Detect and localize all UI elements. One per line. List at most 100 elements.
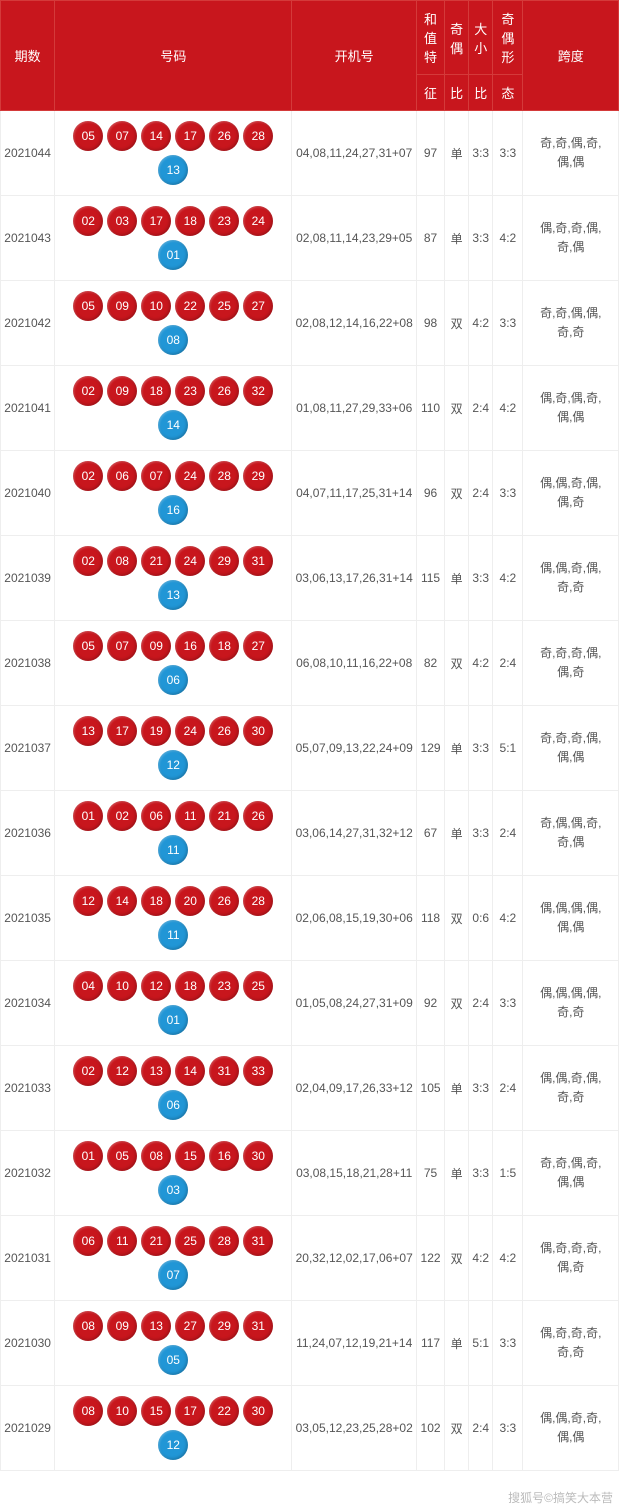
table-row: 20210430203171823240102,08,11,14,23,29+0… — [1, 196, 619, 281]
cell-machine: 05,07,09,13,22,24+09 — [292, 706, 417, 791]
red-ball: 09 — [107, 1311, 137, 1341]
cell-period: 2021035 — [1, 876, 55, 961]
red-ball: 26 — [209, 886, 239, 916]
cell-sum: 98 — [416, 281, 444, 366]
red-ball: 02 — [73, 206, 103, 236]
table-row: 20210340410121823250101,05,08,24,27,31+0… — [1, 961, 619, 1046]
table-row: 20210410209182326321401,08,11,27,29,33+0… — [1, 366, 619, 451]
red-ball: 13 — [141, 1311, 171, 1341]
table-row: 20210371317192426301205,07,09,13,22,24+0… — [1, 706, 619, 791]
cell-oe: 双 — [445, 1386, 469, 1471]
cell-oe: 双 — [445, 281, 469, 366]
blue-ball: 03 — [158, 1175, 188, 1205]
cell-numbers: 02121314313306 — [55, 1046, 292, 1131]
hdr-numbers: 号码 — [55, 1, 292, 111]
red-ball: 06 — [107, 461, 137, 491]
cell-period: 2021034 — [1, 961, 55, 1046]
red-ball: 07 — [107, 631, 137, 661]
table-header: 期数 号码 开机号 和值特 奇偶 大小 奇偶形 跨度 征 比 比 态 — [1, 1, 619, 111]
cell-period: 2021031 — [1, 1216, 55, 1301]
red-ball: 27 — [243, 291, 273, 321]
red-ball: 22 — [175, 291, 205, 321]
red-ball: 06 — [73, 1226, 103, 1256]
red-ball: 08 — [73, 1311, 103, 1341]
cell-period: 2021030 — [1, 1301, 55, 1386]
cell-oer: 3:3 — [469, 791, 493, 876]
cell-oe: 双 — [445, 1216, 469, 1301]
red-ball: 28 — [243, 886, 273, 916]
cell-oer: 3:3 — [469, 706, 493, 791]
red-ball: 16 — [209, 1141, 239, 1171]
red-ball: 23 — [175, 376, 205, 406]
cell-oer: 3:3 — [469, 1131, 493, 1216]
cell-span: 奇,奇,偶,偶,奇,奇 — [523, 281, 619, 366]
cell-oer: 2:4 — [469, 366, 493, 451]
blue-ball: 05 — [158, 1345, 188, 1375]
red-ball: 29 — [243, 461, 273, 491]
red-ball: 31 — [209, 1056, 239, 1086]
cell-oe: 双 — [445, 961, 469, 1046]
cell-period: 2021038 — [1, 621, 55, 706]
cell-span: 偶,奇,奇,偶,奇,偶 — [523, 196, 619, 281]
cell-oer: 2:4 — [469, 451, 493, 536]
red-ball: 31 — [243, 1226, 273, 1256]
cell-bs: 4:2 — [493, 196, 523, 281]
red-ball: 15 — [141, 1396, 171, 1426]
cell-numbers: 08091327293105 — [55, 1301, 292, 1386]
cell-sum: 67 — [416, 791, 444, 876]
red-ball: 18 — [141, 886, 171, 916]
red-ball: 12 — [73, 886, 103, 916]
cell-bs: 4:2 — [493, 536, 523, 621]
cell-span: 奇,偶,偶,奇,奇,偶 — [523, 791, 619, 876]
red-ball: 07 — [107, 121, 137, 151]
cell-oer: 3:3 — [469, 536, 493, 621]
red-ball: 20 — [175, 886, 205, 916]
cell-bs: 3:3 — [493, 961, 523, 1046]
table-row: 20210380507091618270606,08,10,11,16,22+0… — [1, 621, 619, 706]
red-ball: 10 — [107, 971, 137, 1001]
cell-numbers: 05091022252708 — [55, 281, 292, 366]
cell-oe: 单 — [445, 791, 469, 876]
cell-numbers: 05070916182706 — [55, 621, 292, 706]
cell-span: 偶,偶,偶,偶,奇,奇 — [523, 961, 619, 1046]
cell-machine: 02,04,09,17,26,33+12 — [292, 1046, 417, 1131]
cell-period: 2021032 — [1, 1131, 55, 1216]
red-ball: 23 — [209, 971, 239, 1001]
cell-numbers: 01050815163003 — [55, 1131, 292, 1216]
red-ball: 29 — [209, 546, 239, 576]
cell-period: 2021043 — [1, 196, 55, 281]
cell-numbers: 12141820262811 — [55, 876, 292, 961]
cell-span: 奇,奇,偶,奇,偶,偶 — [523, 111, 619, 196]
blue-ball: 16 — [158, 495, 188, 525]
red-ball: 24 — [175, 716, 205, 746]
red-ball: 26 — [209, 121, 239, 151]
red-ball: 21 — [141, 546, 171, 576]
cell-numbers: 02031718232401 — [55, 196, 292, 281]
hdr-period: 期数 — [1, 1, 55, 111]
red-ball: 01 — [73, 1141, 103, 1171]
red-ball: 27 — [243, 631, 273, 661]
red-ball: 23 — [209, 206, 239, 236]
red-ball: 18 — [175, 206, 205, 236]
cell-bs: 3:3 — [493, 451, 523, 536]
cell-numbers: 01020611212611 — [55, 791, 292, 876]
cell-numbers: 02060724282916 — [55, 451, 292, 536]
red-ball: 32 — [243, 376, 273, 406]
red-ball: 10 — [107, 1396, 137, 1426]
cell-machine: 03,06,14,27,31,32+12 — [292, 791, 417, 876]
hdr-oe-bot: 比 — [445, 75, 469, 111]
blue-ball: 01 — [158, 1005, 188, 1035]
cell-numbers: 04101218232501 — [55, 961, 292, 1046]
blue-ball: 13 — [158, 155, 188, 185]
red-ball: 25 — [243, 971, 273, 1001]
red-ball: 02 — [73, 1056, 103, 1086]
cell-bs: 5:1 — [493, 706, 523, 791]
cell-sum: 110 — [416, 366, 444, 451]
blue-ball: 12 — [158, 1430, 188, 1460]
cell-span: 偶,偶,偶,偶,偶,偶 — [523, 876, 619, 961]
table-row: 20210390208212429311303,06,13,17,26,31+1… — [1, 536, 619, 621]
red-ball: 12 — [141, 971, 171, 1001]
table-row: 20210290810151722301203,05,12,23,25,28+0… — [1, 1386, 619, 1471]
cell-bs: 2:4 — [493, 621, 523, 706]
hdr-bs-bot: 比 — [469, 75, 493, 111]
